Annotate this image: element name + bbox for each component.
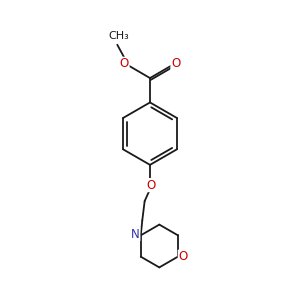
Text: CH₃: CH₃ <box>108 32 129 41</box>
Text: O: O <box>120 57 129 70</box>
Text: O: O <box>178 250 188 263</box>
Text: O: O <box>171 57 180 70</box>
Text: N: N <box>131 228 140 241</box>
Text: O: O <box>146 178 155 192</box>
